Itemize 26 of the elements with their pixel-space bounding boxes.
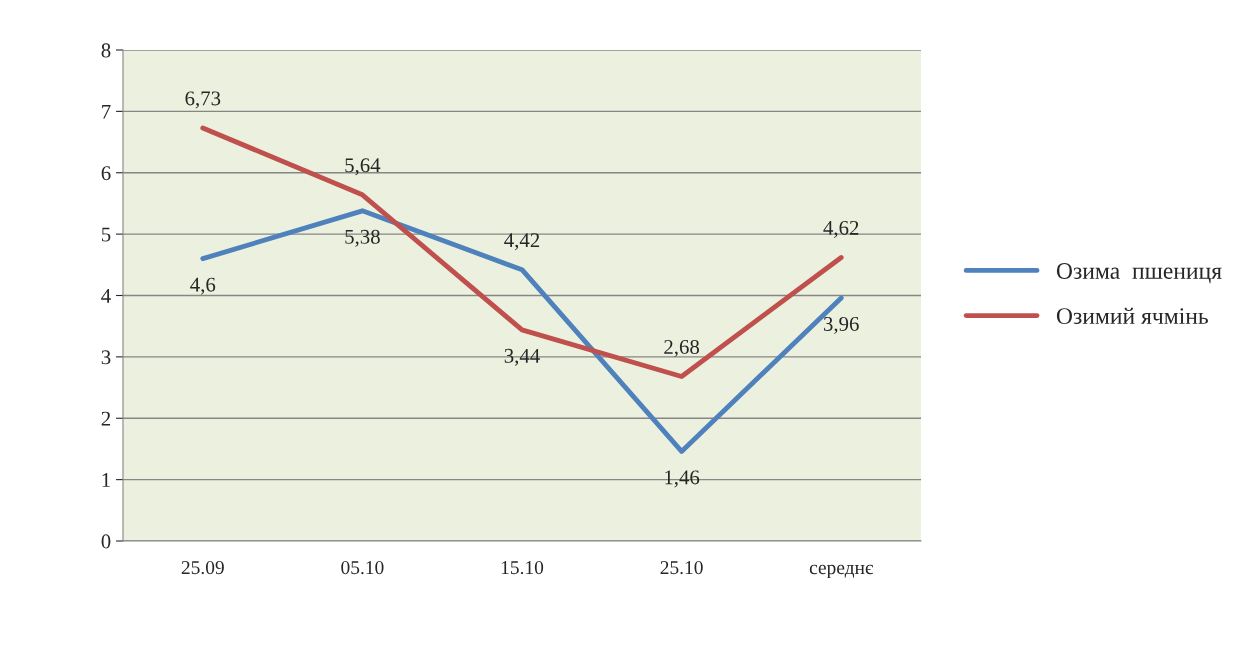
data-label: 2,68 (664, 339, 700, 357)
data-label: 3,44 (504, 348, 540, 366)
x-tick-label: 25.09 (181, 561, 224, 575)
data-label: 4,62 (823, 220, 859, 238)
x-tick-label: середнє (809, 564, 873, 579)
legend-label: Озима пшениця (1056, 263, 1222, 284)
legend-label: Озимий ячмінь (1056, 307, 1208, 325)
y-tick-label: 6 (101, 166, 111, 181)
x-tick-label: 15.10 (501, 561, 544, 575)
y-tick-label: 1 (102, 473, 110, 487)
y-tick-label: 5 (101, 227, 111, 242)
data-label: 6,73 (185, 91, 221, 109)
x-tick-label: 25.10 (660, 561, 703, 575)
data-label: 5,38 (345, 229, 380, 247)
data-label: 3,96 (823, 316, 859, 334)
data-label: 4,6 (190, 277, 216, 295)
y-tick-label: 0 (101, 534, 111, 549)
data-label: 5,64 (345, 158, 381, 176)
y-tick-label: 7 (102, 104, 111, 119)
y-tick-label: 8 (101, 43, 111, 58)
y-tick-label: 4 (101, 289, 111, 303)
data-label: 4,42 (504, 233, 540, 251)
data-label: 1,46 (665, 470, 700, 488)
y-tick-label: 2 (101, 411, 111, 426)
y-tick-label: 3 (101, 350, 111, 365)
x-tick-label: 05.10 (341, 561, 384, 575)
